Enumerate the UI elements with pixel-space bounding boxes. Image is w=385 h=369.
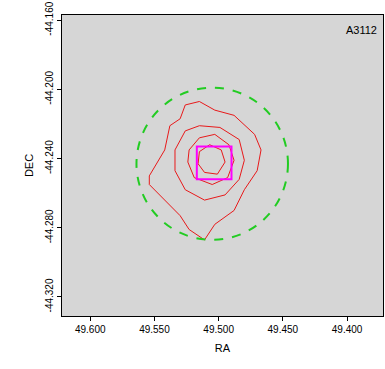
svg-text:49.550: 49.550 [139,324,170,335]
svg-text:49.600: 49.600 [75,324,106,335]
svg-text:49.450: 49.450 [268,324,299,335]
svg-text:-44.240: -44.240 [44,140,55,174]
svg-text:-44.280: -44.280 [44,209,55,243]
svg-text:-44.200: -44.200 [44,70,55,104]
svg-text:-44.320: -44.320 [44,278,55,312]
svg-text:49.400: 49.400 [332,324,363,335]
svg-text:-44.160: -44.160 [44,1,55,35]
svg-text:DEC: DEC [23,154,35,177]
svg-text:49.500: 49.500 [203,324,234,335]
svg-text:A3112: A3112 [346,24,377,36]
svg-text:RA: RA [215,342,231,354]
